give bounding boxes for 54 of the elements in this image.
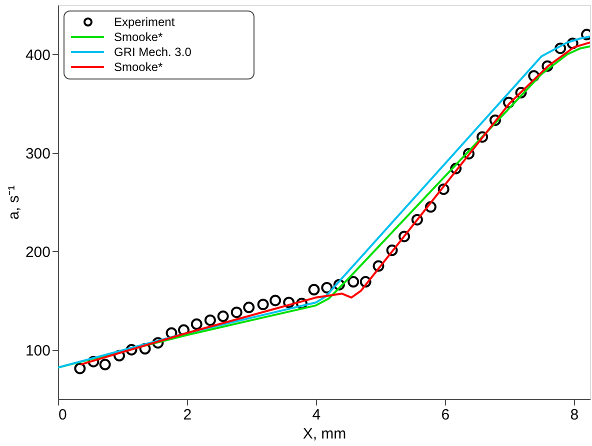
x-tick-label: 0: [58, 406, 67, 424]
point: [204, 314, 216, 326]
x-tick-label: 2: [183, 406, 192, 424]
point: [528, 70, 540, 82]
point: [476, 131, 488, 143]
point: [333, 279, 345, 290]
point: [398, 230, 410, 242]
point: [178, 324, 190, 336]
point: [190, 318, 202, 330]
point: [372, 260, 384, 272]
point: [257, 298, 269, 310]
legend-label: Smooke*: [114, 30, 164, 44]
point: [88, 356, 100, 368]
y-tick-label: 400: [25, 46, 50, 64]
point: [360, 276, 372, 288]
legend-label: GRI Mech. 3.0: [114, 45, 192, 59]
point: [503, 96, 514, 108]
y-tick-label: 200: [25, 244, 50, 261]
legend-label: Experiment: [114, 15, 176, 29]
point: [515, 86, 527, 98]
point: [283, 296, 295, 308]
point: [230, 306, 242, 318]
point: [348, 276, 360, 288]
point: [243, 302, 255, 314]
y-axis-title: a, s⁻¹: [5, 185, 22, 220]
point: [566, 38, 578, 50]
point: [463, 148, 475, 160]
x-tick-label: 8: [570, 406, 579, 424]
legend-label: Smooke*: [114, 60, 164, 74]
point: [139, 343, 151, 354]
x-tick-label: 4: [312, 406, 321, 424]
y-tick-label: 300: [25, 145, 50, 162]
point: [99, 358, 111, 370]
point: [114, 350, 126, 362]
point: [296, 298, 308, 310]
point: [74, 362, 86, 374]
point: [152, 337, 164, 349]
x-tick-label: 6: [441, 406, 450, 424]
point: [542, 60, 554, 72]
point: [217, 310, 229, 322]
point: [411, 214, 423, 226]
x-axis-title: X, mm: [302, 426, 346, 442]
point: [308, 284, 320, 296]
point: [438, 183, 450, 195]
y-tick-label: 100: [25, 342, 50, 360]
point: [321, 282, 333, 294]
point: [424, 201, 436, 213]
point: [489, 114, 501, 126]
point: [270, 294, 282, 306]
point: [386, 244, 398, 256]
point: [554, 42, 566, 54]
point: [166, 327, 178, 339]
point: [126, 344, 138, 356]
point: [450, 162, 462, 174]
